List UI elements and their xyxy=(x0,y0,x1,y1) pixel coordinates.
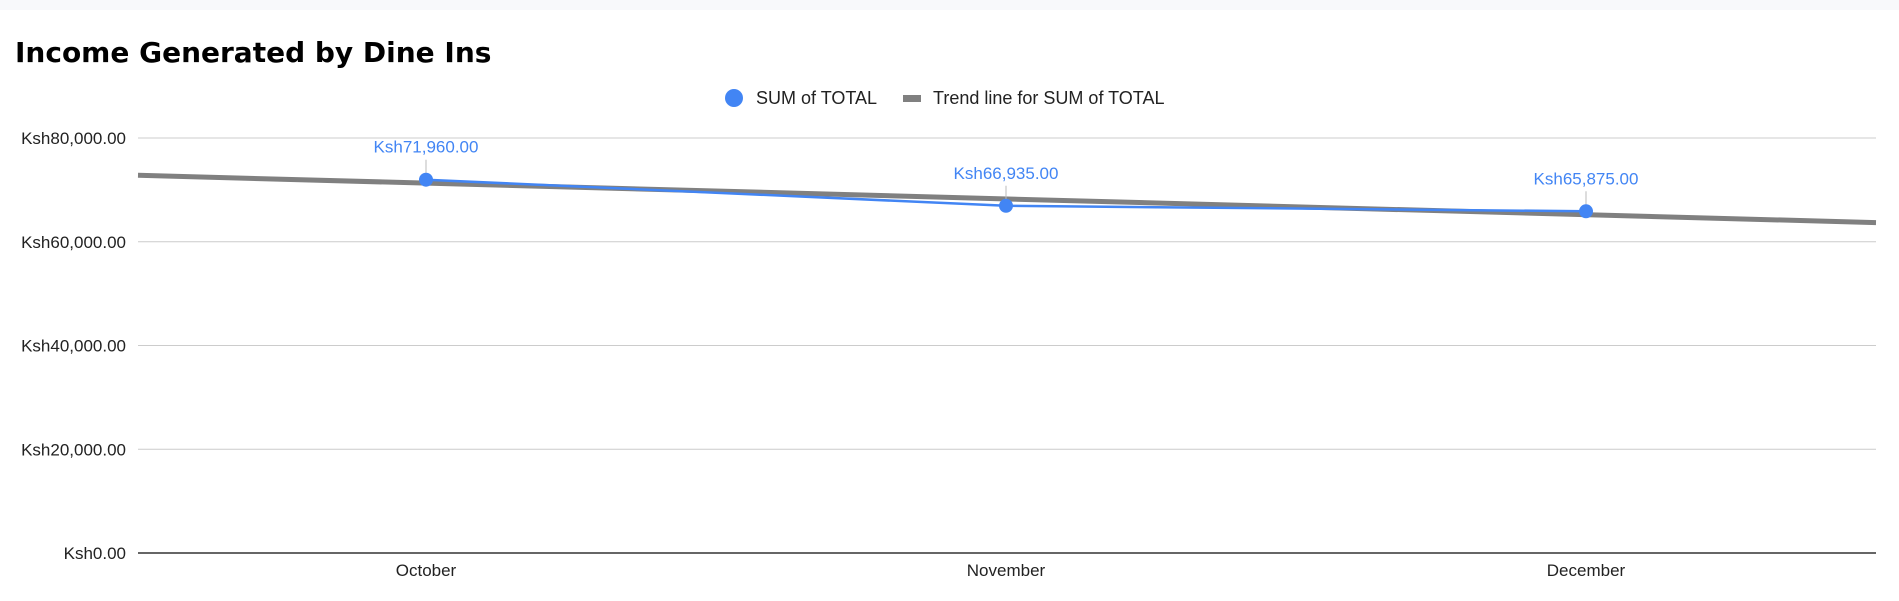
y-tick-label: Ksh0.00 xyxy=(64,544,126,563)
legend-item-series[interactable]: SUM of TOTAL xyxy=(725,88,877,109)
y-tick-label: Ksh80,000.00 xyxy=(21,129,126,148)
data-label: Ksh66,935.00 xyxy=(954,164,1059,183)
data-point xyxy=(1579,204,1593,219)
x-tick-label: October xyxy=(396,561,457,580)
x-tick-label: December xyxy=(1547,561,1626,580)
chart-title: Income Generated by Dine Ins xyxy=(15,36,492,69)
data-point xyxy=(419,172,433,187)
data-labels: Ksh71,960.00 Ksh66,935.00 Ksh65,875.00 xyxy=(374,138,1639,189)
series-line-layer xyxy=(419,159,1593,219)
legend-series-label: SUM of TOTAL xyxy=(756,87,878,108)
legend-series-marker xyxy=(725,89,743,107)
data-label: Ksh65,875.00 xyxy=(1534,169,1639,188)
x-tick-label: November xyxy=(967,561,1046,580)
x-axis-ticks: October November December xyxy=(396,561,1626,580)
legend: SUM of TOTAL Trend line for SUM of TOTAL xyxy=(725,86,1190,110)
top-strip xyxy=(0,0,1899,10)
y-tick-label: Ksh20,000.00 xyxy=(21,440,126,459)
y-axis-ticks: Ksh0.00 Ksh20,000.00 Ksh40,000.00 Ksh60,000… xyxy=(21,129,126,563)
data-label: Ksh71,960.00 xyxy=(374,138,479,157)
y-tick-label: Ksh40,000.00 xyxy=(21,337,126,356)
legend-trendline-label: Trend line for SUM of TOTAL xyxy=(933,87,1165,108)
legend-trendline-marker xyxy=(903,94,922,102)
data-point xyxy=(999,198,1013,213)
legend-item-trendline[interactable]: Trend line for SUM of TOTAL xyxy=(903,88,1164,109)
gridlines xyxy=(138,137,1876,450)
y-tick-label: Ksh60,000.00 xyxy=(21,233,126,252)
